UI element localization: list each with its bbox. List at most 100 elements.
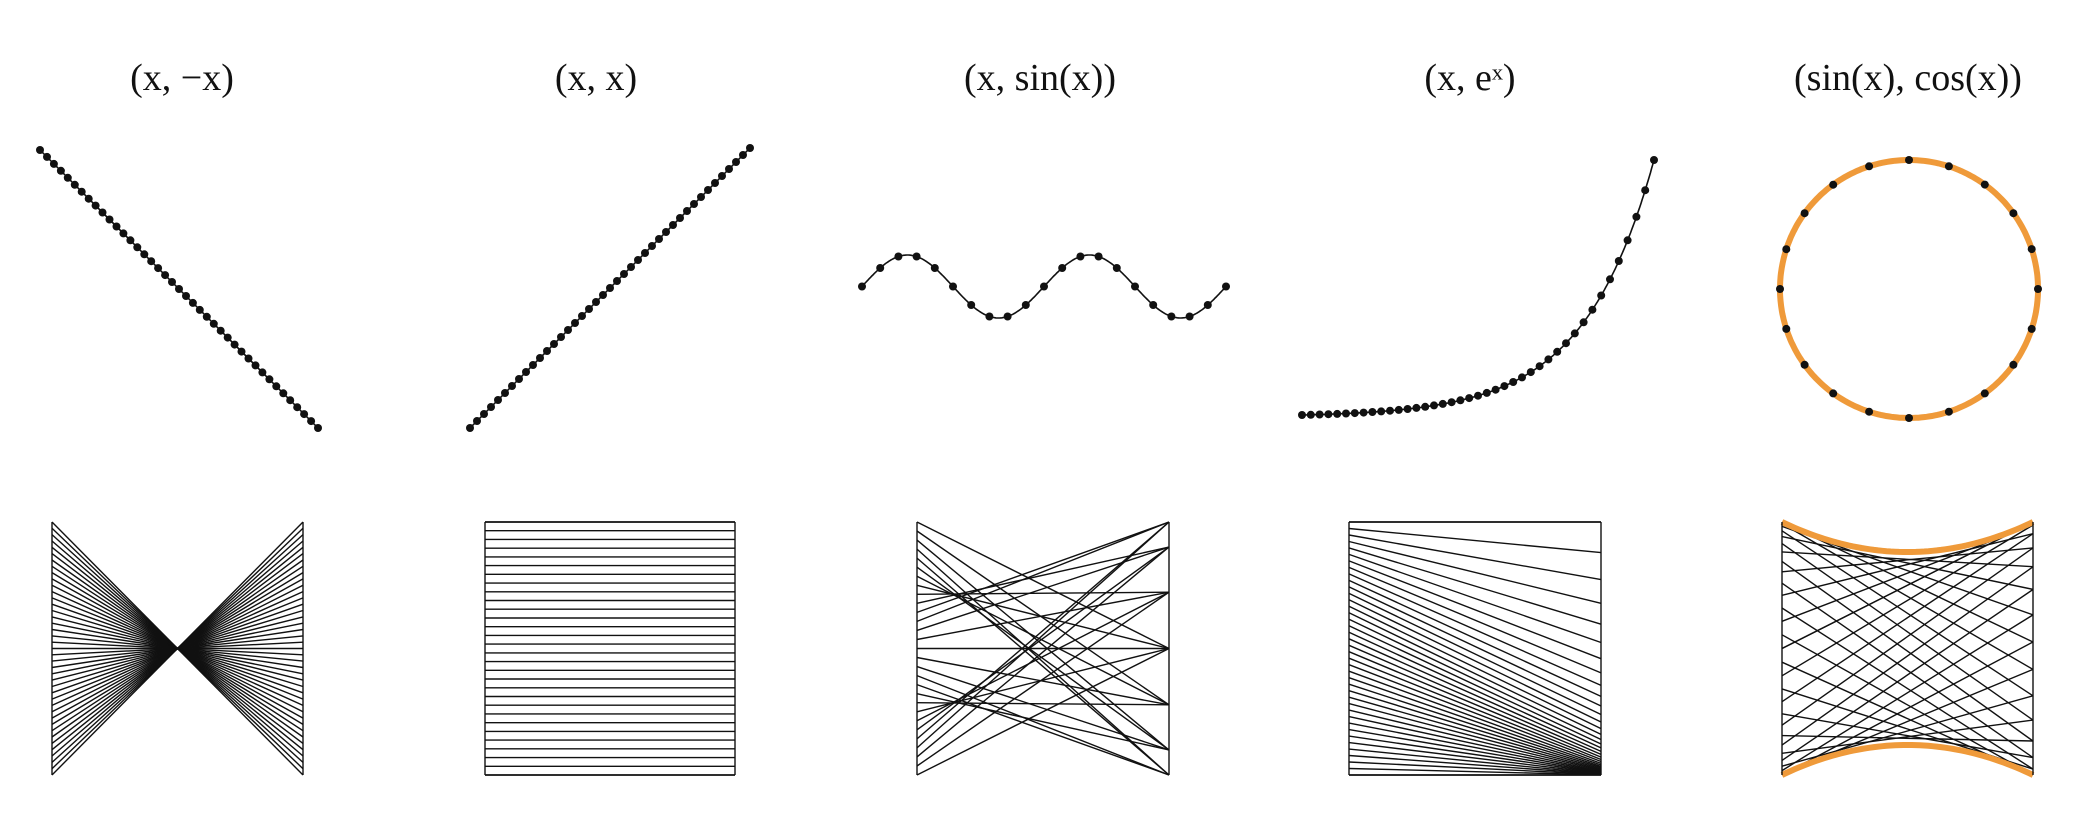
connector-line: [1781, 607, 2034, 770]
sample-point: [1076, 252, 1085, 261]
panel-title: (x, sin(x)): [964, 57, 1116, 99]
sample-point: [244, 354, 253, 363]
sample-point: [1865, 162, 1874, 171]
connector-line: [916, 566, 1170, 751]
sample-point: [251, 361, 260, 370]
sample-point: [161, 271, 170, 280]
sample-point: [2027, 245, 2036, 254]
connector-line: [1348, 534, 1602, 581]
connector-line: [1348, 748, 1602, 775]
sample-point: [949, 282, 957, 291]
sample-point: [1980, 389, 1989, 398]
sample-point: [1526, 368, 1535, 377]
connector-line: [1348, 677, 1602, 766]
connector-line: [916, 584, 1170, 650]
sample-point: [1800, 360, 1809, 369]
connector-line: [1781, 521, 2034, 650]
sample-point: [655, 235, 663, 243]
connector-line: [1781, 734, 2034, 742]
curve-plot: [858, 252, 1230, 321]
sample-point: [1421, 402, 1430, 411]
sample-point: [56, 166, 65, 175]
sample-point: [564, 326, 572, 334]
sample-point: [704, 186, 712, 194]
sample-point: [43, 152, 51, 161]
sample-point: [1306, 410, 1315, 419]
connector-line: [1348, 618, 1602, 741]
sample-point: [1544, 355, 1553, 364]
connector-line: [1348, 767, 1602, 776]
sample-point: [70, 180, 79, 189]
connector-line: [916, 702, 1170, 706]
sample-point: [606, 284, 614, 292]
connector-line: [1781, 713, 2034, 759]
sample-point: [1597, 291, 1606, 300]
sample-point: [223, 333, 232, 342]
sample-point: [98, 208, 107, 217]
sample-point: [1368, 408, 1377, 416]
sample-point: [1040, 282, 1048, 291]
connector-line: [1348, 560, 1602, 660]
sample-point: [63, 173, 72, 182]
sample-point: [858, 282, 866, 291]
connector-line: [1348, 638, 1602, 753]
curve-plot: [1298, 156, 1658, 419]
sample-point: [1149, 301, 1158, 309]
connector-line: [1348, 553, 1602, 644]
orbit-circle: [1777, 157, 2041, 421]
sample-point: [1315, 410, 1324, 419]
lower-envelope: [1780, 742, 2035, 778]
sample-point: [2009, 360, 2018, 369]
sample-point: [1324, 410, 1333, 419]
sample-point: [627, 263, 635, 271]
sample-point: [1518, 373, 1526, 382]
sample-point: [1829, 180, 1838, 189]
connector-line: [51, 521, 304, 776]
sample-point: [1474, 391, 1482, 400]
sample-point: [1944, 407, 1953, 416]
panel-5: (sin(x), cos(x)): [1776, 57, 2042, 778]
connector-line: [1348, 566, 1602, 674]
sample-point: [529, 361, 537, 369]
sample-point: [1641, 186, 1650, 195]
sample-point: [1003, 312, 1012, 321]
connector-line: [1348, 683, 1602, 768]
sample-point: [662, 228, 670, 236]
sample-point: [1491, 385, 1500, 394]
connector-line: [1348, 586, 1602, 707]
sample-point: [2027, 324, 2036, 333]
line-plot: [51, 521, 304, 776]
connector-line: [1348, 735, 1602, 774]
sample-point: [258, 368, 267, 377]
connector-line: [1348, 728, 1602, 774]
connector-line: [1781, 560, 2034, 742]
connector-line: [916, 591, 1170, 767]
connector-line: [916, 521, 1170, 623]
panel-2: (x, x): [466, 57, 754, 776]
connector-line: [1781, 582, 2034, 759]
sample-point: [739, 151, 747, 159]
connector-line: [1348, 527, 1602, 554]
sample-point: [237, 347, 246, 356]
sample-point: [1350, 409, 1359, 418]
curve-plot: [466, 144, 754, 432]
sample-point: [1131, 282, 1139, 291]
sample-point: [912, 252, 921, 261]
sample-point: [1614, 257, 1623, 265]
sample-point: [571, 319, 579, 327]
sample-point: [1800, 209, 1809, 218]
sample-point: [1562, 339, 1570, 348]
connector-line: [1348, 754, 1602, 775]
sample-point: [188, 298, 197, 307]
sample-point: [613, 277, 621, 285]
connector-line: [916, 530, 1170, 706]
sample-point: [286, 396, 295, 405]
panel-4: (x, eˣ): [1298, 57, 1658, 776]
sample-point: [202, 312, 211, 321]
sample-point: [725, 165, 733, 173]
connector-line: [1781, 551, 2034, 568]
sample-point: [480, 410, 488, 418]
panel-title: (x, eˣ): [1424, 57, 1515, 99]
connector-line: [916, 647, 1170, 776]
sample-point: [112, 222, 121, 231]
